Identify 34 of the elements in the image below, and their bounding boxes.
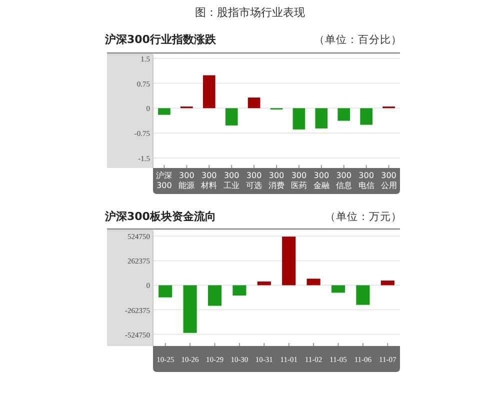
x-tick-label: 300 电信: [358, 171, 374, 190]
x-tick-label: 300 消费: [268, 171, 284, 190]
bar: [331, 285, 346, 293]
bar: [338, 108, 350, 121]
bar: [158, 285, 172, 298]
x-tick-label: 沪深 300: [156, 171, 172, 190]
x-tick-label: 300 工业: [224, 171, 240, 190]
x-tick-label: 300 公用: [380, 171, 397, 190]
bar: [202, 75, 216, 108]
bar: [248, 98, 260, 108]
x-tick-label: 300 金融: [313, 171, 330, 190]
bar: [158, 108, 170, 115]
x-tick-label: 300 信息: [336, 171, 352, 190]
bar: [315, 108, 328, 128]
bar: [225, 108, 238, 126]
x-tick-label: 300 能源: [178, 171, 195, 190]
bar: [360, 108, 372, 125]
bar: [183, 285, 197, 333]
bar: [208, 285, 222, 306]
bar: [282, 236, 296, 286]
x-tick-label: 300 医药: [290, 171, 307, 190]
bar: [306, 278, 320, 286]
bar: [356, 285, 370, 305]
bar: [257, 281, 271, 286]
bar: [232, 285, 246, 296]
chart-subtitle: （单位：百分比）: [314, 33, 402, 46]
bar: [380, 280, 394, 286]
chart-subtitle: （单位：万元）: [325, 210, 402, 223]
chart-title: 沪深300板块资金流向: [104, 210, 216, 223]
text: 图：股指市场行业表现: [195, 6, 305, 19]
chart-title: 沪深300行业指数涨跌: [104, 33, 217, 46]
x-tick-label: 300 材料: [200, 171, 218, 190]
bar: [292, 108, 306, 130]
x-tick-label: 300 可选: [246, 171, 262, 190]
